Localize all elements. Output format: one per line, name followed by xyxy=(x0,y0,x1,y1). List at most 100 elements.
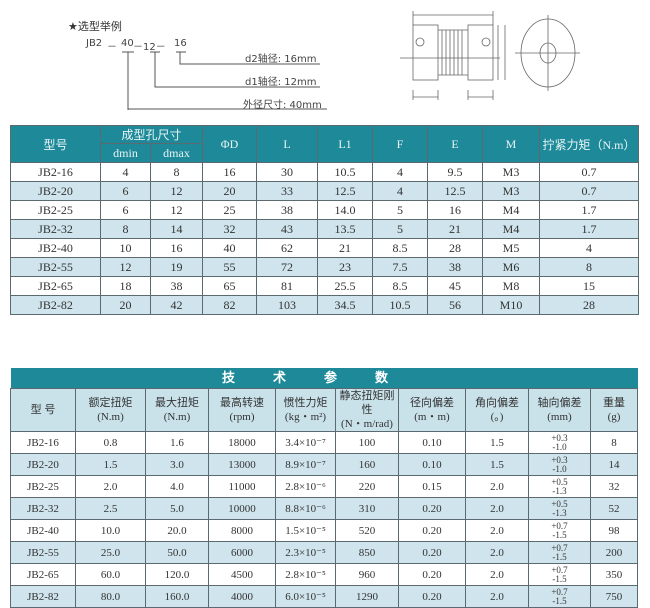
table-cell: JB2-40 xyxy=(10,519,76,542)
table-cell: 0.20 xyxy=(398,563,466,586)
table-cell: 38 xyxy=(256,200,319,220)
table-cell: +0.7 -1.5 xyxy=(528,585,591,608)
table-cell: 2.5 xyxy=(75,497,146,520)
column-header: 静态扭矩刚性 (N・m/rad) xyxy=(335,388,399,432)
table-cell: 8.8×10⁻⁶ xyxy=(275,497,336,520)
header-unit: (g) xyxy=(607,411,621,423)
table-cell: 100 xyxy=(335,431,399,454)
table-row: JB2-40 10.0 20.0 8000 1.5×10⁻⁵ 520 0.20 2.0 +0.7… xyxy=(10,519,638,542)
table-cell: JB2-82 xyxy=(10,585,76,608)
axial-minus: -1.0 xyxy=(552,463,567,474)
table-cell: 82 xyxy=(202,295,258,315)
header-f: F xyxy=(372,125,429,163)
table-cell: 12 xyxy=(100,257,151,277)
table-cell: JB2-65 xyxy=(10,276,101,296)
table-row: JB2-65 60.0 120.0 4500 2.8×10⁻⁵ 960 0.20 2.0 +0.… xyxy=(10,563,638,586)
table-cell: 0.8 xyxy=(75,431,146,454)
code-sep: － xyxy=(107,42,117,53)
header-unit: (kg・m²) xyxy=(284,411,327,423)
table-cell: JB2-40 xyxy=(10,238,101,258)
table-cell: 0.20 xyxy=(398,585,466,608)
table-cell: 220 xyxy=(335,475,399,498)
table-cell: JB2-16 xyxy=(10,431,76,454)
column-header: 最高转速 (rpm) xyxy=(208,388,276,432)
table-cell: 12 xyxy=(149,181,204,201)
header-label: 最大扭矩 xyxy=(155,397,199,409)
table-cell: 520 xyxy=(335,519,399,542)
table-cell: 8 xyxy=(100,219,151,239)
table-cell: 1290 xyxy=(335,585,399,608)
table-cell: 38 xyxy=(149,276,204,296)
table-cell: JB2-32 xyxy=(10,497,76,520)
axial-minus: -1.3 xyxy=(552,485,567,496)
table-cell: 20 xyxy=(202,181,258,201)
header-l: L xyxy=(256,125,319,163)
table-cell: 4000 xyxy=(208,585,276,608)
table-cell: 5 xyxy=(372,200,429,220)
table-cell: 98 xyxy=(590,519,638,542)
table-cell: 18 xyxy=(100,276,151,296)
axial-plus: +0.5 xyxy=(551,498,568,509)
table-cell: 55 xyxy=(202,257,258,277)
table-cell: 960 xyxy=(335,563,399,586)
axial-plus: +0.7 xyxy=(551,542,568,553)
table-row: JB2-65 18 38 65 81 25.5 8.5 45 M8 15 xyxy=(10,276,639,296)
table-cell: 160 xyxy=(335,453,399,476)
table-cell: 14 xyxy=(149,219,204,239)
header-dmin: dmin xyxy=(100,143,151,163)
table-cell: +0.7 -1.5 xyxy=(528,541,591,564)
table-cell: 32 xyxy=(202,219,258,239)
table-cell: 4500 xyxy=(208,563,276,586)
table-cell: M3 xyxy=(482,181,541,201)
axial-plus: +0.7 xyxy=(551,520,568,531)
table-cell: 12.5 xyxy=(317,181,374,201)
table-cell: +0.5 -1.3 xyxy=(528,497,591,520)
table-row: JB2-16 0.8 1.6 18000 3.4×10⁻⁷ 100 0.10 1.5 +0.3-… xyxy=(10,431,638,454)
table-cell: 25 xyxy=(202,200,258,220)
table-cell: 34.5 xyxy=(317,295,374,315)
table-cell: M6 xyxy=(482,257,541,277)
table-cell: 14.0 xyxy=(317,200,374,220)
table-cell: 1.7 xyxy=(539,200,639,220)
table-cell: 40 xyxy=(202,238,258,258)
table-cell: 310 xyxy=(335,497,399,520)
axial-minus: -1.0 xyxy=(552,441,567,452)
header-label: 最高转速 xyxy=(220,397,264,409)
table-cell: 1.5×10⁻⁵ xyxy=(275,519,336,542)
table-cell: JB2-65 xyxy=(10,563,76,586)
table-row: JB2-55 12 19 55 72 23 7.5 38 M6 8 xyxy=(10,257,639,277)
table-cell: 200 xyxy=(590,541,638,564)
code-prefix: JB2 xyxy=(86,38,103,49)
table-cell: +0.3 -1.0 xyxy=(528,431,591,454)
table-title: 技术参数 xyxy=(10,368,638,389)
table-cell: 12 xyxy=(149,200,204,220)
table-cell: 2.0 xyxy=(465,475,529,498)
table-cell: M10 xyxy=(482,295,541,315)
table-cell: JB2-20 xyxy=(10,181,101,201)
header-model: 型号 xyxy=(10,125,101,163)
header-label: 型 号 xyxy=(30,404,56,416)
table-cell: 8000 xyxy=(208,519,276,542)
header-unit: (N・m/rad) xyxy=(341,418,393,430)
table-cell: 4.0 xyxy=(145,475,209,498)
column-header: 额定扭矩 (N.m) xyxy=(75,388,146,432)
table-cell: 81 xyxy=(256,276,319,296)
header-dmax: dmax xyxy=(149,143,204,163)
table-cell: 1.5 xyxy=(465,431,529,454)
table-cell: 3.4×10⁻⁷ xyxy=(275,431,336,454)
table-cell: 43 xyxy=(256,219,319,239)
header-label: 惯性力矩 xyxy=(283,397,328,409)
table-cell: 32 xyxy=(590,475,638,498)
table-cell: JB2-82 xyxy=(10,295,101,315)
header-m: M xyxy=(482,125,541,163)
table-cell: 8.5 xyxy=(372,238,429,258)
table-cell: 21 xyxy=(427,219,484,239)
table-cell: M8 xyxy=(482,276,541,296)
table-cell: 0.20 xyxy=(398,519,466,542)
header-label: 径向偏差 xyxy=(410,397,454,409)
table-cell: 6000 xyxy=(208,541,276,564)
table-row: JB2-55 25.0 50.0 6000 2.3×10⁻⁵ 850 0.20 2.0 +0.7… xyxy=(10,541,638,564)
table-cell: 28 xyxy=(539,295,639,315)
table-row: JB2-20 1.5 3.0 13000 8.9×10⁻⁷ 160 0.10 1.5 +0.3-… xyxy=(10,453,638,476)
table-cell: 6 xyxy=(100,181,151,201)
